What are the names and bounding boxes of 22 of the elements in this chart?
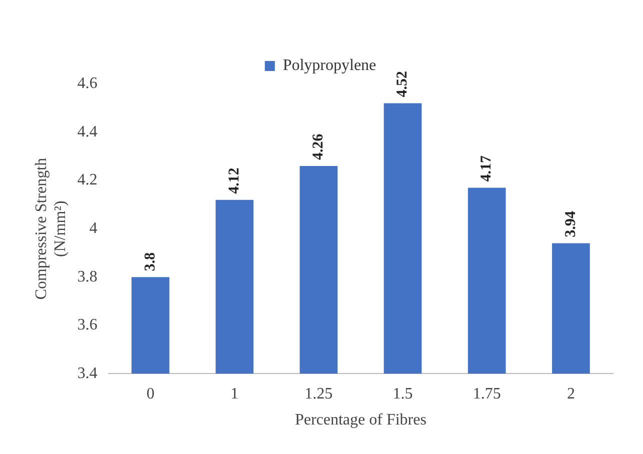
y-axis-title: Compressive Strength (N/mm²) (32, 158, 70, 300)
x-axis-title: Percentage of Fibres (294, 412, 426, 429)
y-tick-label: 3.6 (77, 316, 98, 334)
data-label: 3.8 (142, 252, 158, 272)
x-tick-label: 1.5 (392, 385, 413, 402)
data-label: 4.52 (394, 71, 411, 98)
legend-label: Polypropylene (282, 57, 376, 74)
x-tick-label: 1.25 (304, 385, 333, 402)
y-tick-label: 3.4 (77, 364, 98, 382)
data-label: 3.94 (562, 210, 579, 238)
data-label: 4.17 (478, 155, 495, 182)
x-tick-label: 1.75 (472, 385, 501, 402)
data-label: 4.12 (226, 168, 242, 194)
x-tick-label: 0 (146, 385, 154, 402)
y-tick-label: 4.2 (77, 172, 98, 189)
y-tick-label: 4.4 (77, 123, 98, 140)
y-tick-label: 4.6 (77, 75, 98, 92)
x-tick-label: 1 (230, 385, 239, 402)
y-tick-label: 3.8 (77, 268, 98, 286)
y-tick-label: 4 (89, 220, 98, 238)
data-label: 4.26 (310, 133, 327, 160)
x-tick-label: 2 (566, 385, 575, 402)
